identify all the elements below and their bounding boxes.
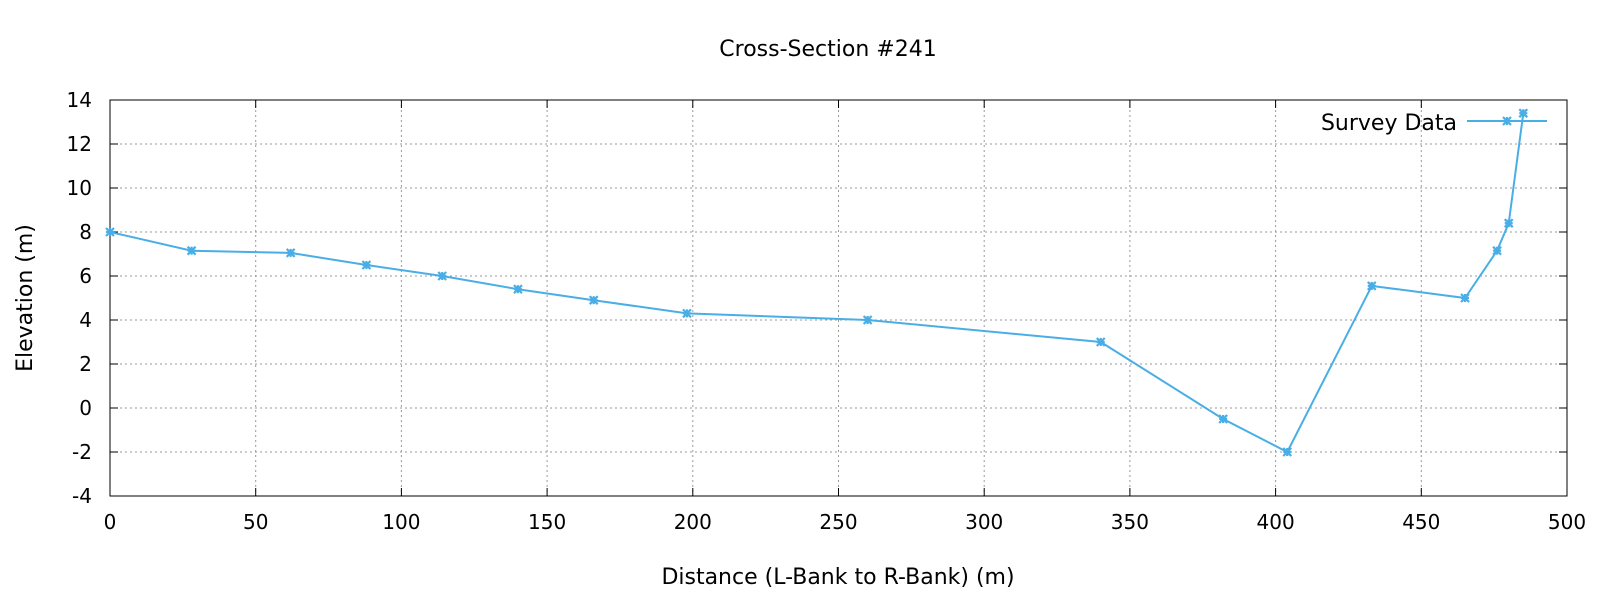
y-tick-label: 2 bbox=[79, 352, 92, 376]
chart-title: Cross-Section #241 bbox=[719, 37, 936, 62]
x-tick-label: 350 bbox=[1111, 510, 1149, 534]
x-tick-label: 250 bbox=[819, 510, 857, 534]
data-point-marker bbox=[588, 295, 599, 305]
x-tick-label: 300 bbox=[965, 510, 1003, 534]
series-survey-data bbox=[105, 108, 1529, 457]
y-axis-label: Elevation (m) bbox=[13, 224, 38, 372]
data-point-marker bbox=[862, 315, 873, 325]
y-tick-label: -4 bbox=[72, 484, 92, 508]
y-tick-label: -2 bbox=[72, 440, 92, 464]
data-point-marker bbox=[1366, 281, 1377, 291]
x-tick-label: 150 bbox=[528, 510, 566, 534]
x-tick-label: 100 bbox=[382, 510, 420, 534]
x-tick-label: 50 bbox=[243, 510, 268, 534]
y-tick-label: 6 bbox=[79, 264, 92, 288]
data-point-marker bbox=[513, 284, 523, 294]
data-point-marker bbox=[186, 245, 197, 256]
data-point-marker bbox=[1282, 447, 1293, 457]
series-line bbox=[109, 113, 1525, 454]
legend: Survey Data bbox=[1321, 111, 1547, 136]
data-point-marker bbox=[1518, 108, 1529, 118]
x-tick-label: 500 bbox=[1548, 510, 1586, 534]
legend-label-survey-data: Survey Data bbox=[1321, 111, 1457, 136]
y-tick-label: 10 bbox=[67, 176, 92, 200]
y-tick-label: 12 bbox=[67, 132, 92, 156]
data-point-marker bbox=[1095, 337, 1106, 347]
data-point-marker bbox=[1218, 414, 1228, 424]
data-point-marker bbox=[437, 271, 447, 281]
y-tick-label: 4 bbox=[79, 308, 92, 332]
x-axis-label: Distance (L-Bank to R-Bank) (m) bbox=[661, 565, 1014, 590]
x-tick-label: 0 bbox=[104, 510, 117, 534]
y-tick-label: 8 bbox=[79, 220, 92, 244]
x-tick-label: 400 bbox=[1257, 510, 1295, 534]
data-point-marker bbox=[361, 260, 372, 270]
legend-marker-sample bbox=[1502, 116, 1512, 126]
axis-ticks: 0 50 100 150 200 250 300 350 400 450 500 -4 -2 0 2 4 6 8 1… bbox=[67, 88, 1587, 534]
y-tick-label: 14 bbox=[67, 88, 92, 112]
data-point-marker bbox=[105, 227, 115, 237]
y-tick-label: 0 bbox=[79, 396, 92, 420]
grid bbox=[110, 100, 1567, 496]
x-tick-label: 450 bbox=[1402, 510, 1440, 534]
data-point-marker bbox=[1460, 293, 1470, 303]
data-point-marker bbox=[1503, 218, 1514, 228]
data-point-marker bbox=[682, 308, 692, 319]
x-tick-label: 200 bbox=[674, 510, 712, 534]
data-point-marker bbox=[285, 248, 296, 258]
data-point-marker bbox=[1492, 245, 1502, 256]
